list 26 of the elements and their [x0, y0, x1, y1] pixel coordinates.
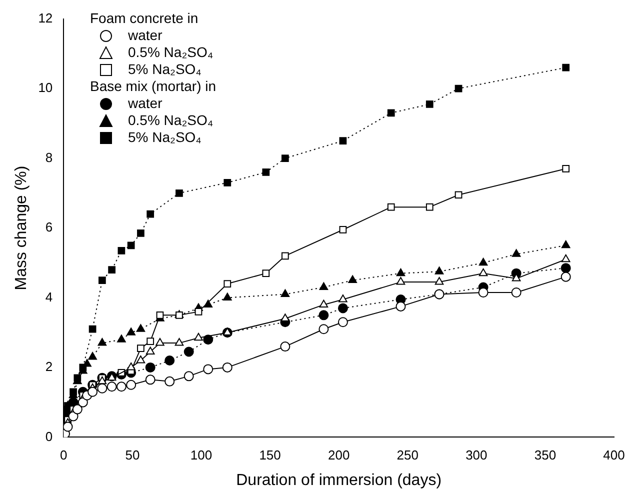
x-tick-label: 350 [534, 448, 556, 463]
legend-label: water [128, 95, 162, 112]
y-tick-label: 12 [38, 10, 53, 26]
annotation: Base mix (mortar) in [90, 78, 216, 95]
y-tick-label: 6 [45, 220, 53, 235]
x-tick-label: 0 [60, 448, 68, 463]
legend-label: 0.5% Na₂SO₄ [128, 112, 214, 129]
legend-label: water [128, 27, 162, 44]
legend-label: 5% Na₂SO₄ [128, 61, 202, 78]
x-tick-label: 150 [259, 448, 281, 463]
x-tick-label: 400 [603, 448, 625, 463]
legend-label: 0.5% Na₂SO₄ [128, 44, 214, 61]
legend-label: 5% Na₂SO₄ [128, 129, 202, 146]
y-axis-title: Mass change (%) [13, 166, 30, 290]
x-tick-label: 300 [466, 448, 488, 463]
y-tick-label: 4 [45, 289, 53, 304]
x-tick-label: 250 [396, 448, 418, 463]
x-tick-label: 200 [328, 448, 350, 463]
x-tick-label: 100 [190, 448, 212, 463]
x-axis-title: Duration of immersion (days) [236, 472, 442, 489]
y-tick-label: 8 [45, 150, 53, 165]
y-tick-label: 10 [38, 80, 53, 96]
x-tick-label: 50 [125, 448, 140, 463]
y-tick-label: 0 [45, 428, 53, 444]
annotation: Foam concrete in [90, 10, 200, 27]
y-tick-label: 2 [45, 359, 53, 374]
